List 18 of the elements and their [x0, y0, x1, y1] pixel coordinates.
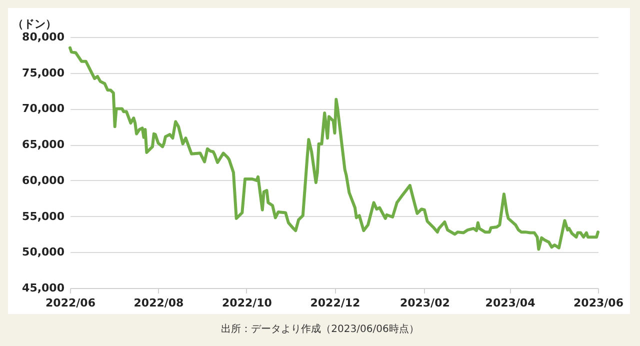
- text: 出所：データより作成（2023/06/06時点）: [220, 322, 420, 336]
- y-tick-label: 80,000: [22, 30, 65, 44]
- x-tick-label: 2022/06: [46, 296, 96, 310]
- x-tick-label: 2022/08: [134, 296, 184, 310]
- y-tick-label: 55,000: [22, 210, 65, 223]
- y-tick-label: 60,000: [22, 174, 65, 187]
- x-tick-label: 2023/06: [574, 296, 624, 310]
- x-tick-label: 2022/12: [310, 296, 360, 310]
- y-tick-label: 70,000: [22, 102, 65, 116]
- x-tick-label: 2023/02: [400, 296, 450, 310]
- y-tick-label: 75,000: [22, 66, 65, 80]
- x-tick-label: 2022/10: [222, 296, 272, 310]
- y-tick-label: 50,000: [22, 246, 65, 259]
- y-tick-label: 65,000: [22, 138, 65, 152]
- y-axis-title: （ドン）: [12, 18, 56, 30]
- line-series: [68, 46, 600, 251]
- y-tick-label: 45,000: [22, 282, 65, 294]
- x-tick-label: 2023/04: [485, 296, 536, 310]
